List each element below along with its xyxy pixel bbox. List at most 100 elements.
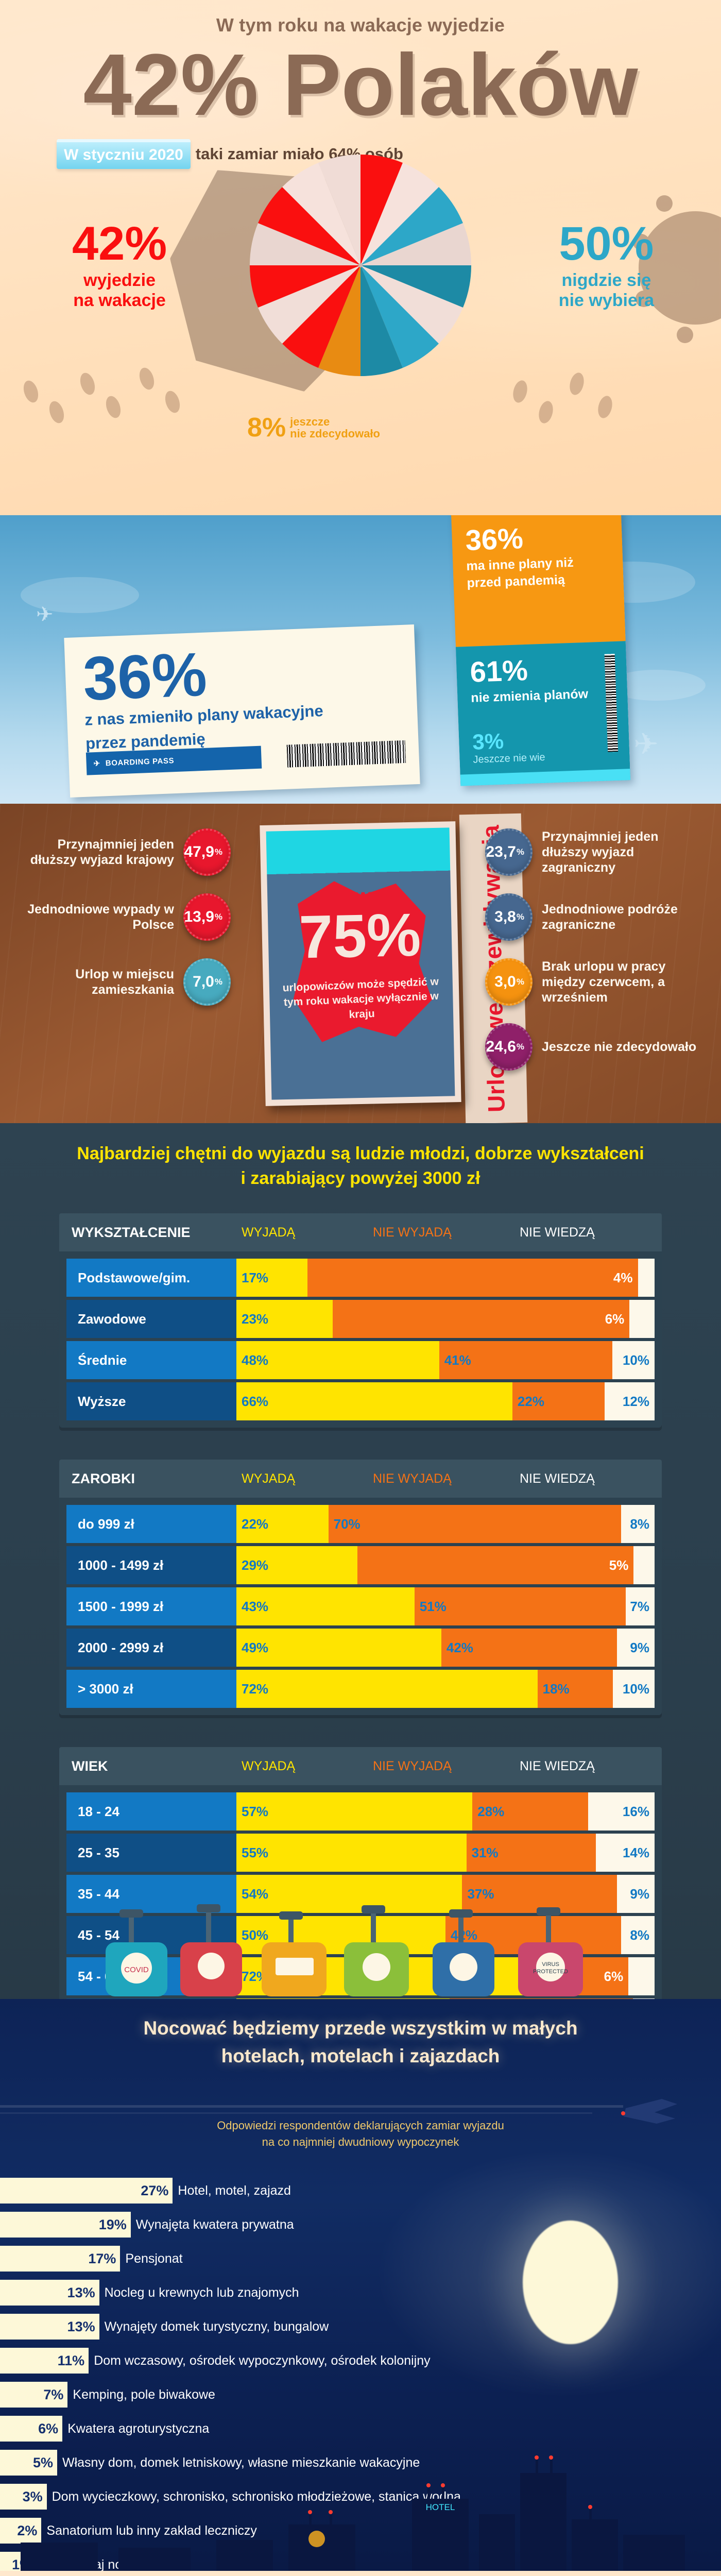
predictions-left-column: Przynajmniej jeden dłuższy wyjazd krajow… [14, 828, 231, 1023]
bar-yes: 72% [236, 1670, 538, 1708]
suitcases-decoration: COVID VIRUSPROTECTED [0, 1880, 721, 1999]
stat-undecided-label: jeszczenie zdecydowało [290, 416, 380, 439]
bar-yes: 66% [236, 1382, 512, 1420]
poland-map-book: Urlopowe przewidywania Nawet 75% urlopow… [242, 809, 479, 1118]
stat-leaving-label1: wyjedzie [72, 270, 167, 291]
prediction-row: 3,0%Brak urlopu w pracy między czerwcem,… [485, 958, 707, 1006]
column-header-no: NIE WYJADĄ [373, 1759, 520, 1774]
bar-dontknow: 9% [617, 1629, 655, 1667]
bar-dontknow [638, 1259, 655, 1297]
prediction-row: Urlop w miejscu zamieszkania7,0% [14, 958, 231, 1006]
table-group: WYKSZTAŁCENIEWYJADĄNIE WYJADĄNIE WIEDZĄP… [59, 1213, 662, 1428]
table-header: WIEKWYJADĄNIE WYJADĄNIE WIEDZĄ [59, 1747, 662, 1785]
table-row: Zawodowe23%6% [66, 1300, 655, 1338]
prediction-label: Urlop w miejscu zamieszkania [14, 967, 174, 997]
hero-section: W tym roku na wakacje wyjedzie 42% Polak… [0, 0, 721, 515]
table-category-title: WYKSZTAŁCENIE [72, 1225, 242, 1241]
accommodation-label: Dom wczasowy, ośrodek wypoczynkowy, ośro… [89, 2353, 431, 2368]
list-item: 27%Hotel, motel, zajazd [0, 2177, 566, 2205]
table-group: ZAROBKIWYJADĄNIE WYJADĄNIE WIEDZĄdo 999 … [59, 1460, 662, 1715]
accommodation-label: Hotel, motel, zajazd [173, 2183, 291, 2198]
stub-bottom-label: nie zmienia planów [471, 685, 614, 706]
beach-umbrella-icon [250, 155, 471, 376]
bar-yes: 57% [236, 1792, 472, 1831]
prediction-value-badge: 3,8% [485, 893, 533, 941]
row-label: > 3000 zł [66, 1670, 236, 1708]
accommodation-bar: 17% [0, 2246, 120, 2272]
bar-no: 51% [415, 1587, 626, 1625]
infographic-page: W tym roku na wakacje wyjedzie 42% Polak… [0, 0, 721, 2576]
table-category-title: WIEK [72, 1758, 242, 1774]
map-description: urlopowiczów może spędzić w tym roku wak… [276, 974, 447, 1025]
stub-top-label: ma inne plany niż przed pandemią [466, 553, 610, 591]
bar-dontknow: 10% [613, 1670, 655, 1708]
boarding-pass-label: BOARDING PASS [106, 756, 175, 768]
svg-text:VIRUS: VIRUS [542, 1961, 559, 1968]
accommodation-section: Nocować będziemy przede wszystkim w mały… [0, 1999, 721, 2571]
prediction-label: Jednodniowe podróże zagraniczne [542, 902, 707, 933]
list-item: 11%Dom wczasowy, ośrodek wypoczynkowy, o… [0, 2347, 566, 2375]
accommodation-label: Nocleg u krewnych lub znajomych [99, 2285, 299, 2300]
list-item: 13%Wynajęty domek turystyczny, bungalow [0, 2313, 566, 2341]
row-label: 1000 - 1499 zł [66, 1546, 236, 1584]
table-body: Podstawowe/gim.17%4%Zawodowe23%6%Średnie… [59, 1251, 662, 1428]
column-header-dontknow: NIE WIEDZĄ [520, 1759, 595, 1774]
table-row: Wyższe66%22%12% [66, 1382, 655, 1420]
bar-no: 22% [512, 1382, 605, 1420]
accommodation-bar: 13% [0, 2314, 99, 2340]
city-skyline-decoration: HOTEL [0, 2437, 721, 2571]
list-item: 17%Pensjonat [0, 2245, 566, 2273]
row-label: 25 - 35 [66, 1834, 236, 1872]
bar-dontknow: 12% [605, 1382, 655, 1420]
column-header-yes: WYJADĄ [242, 1759, 373, 1774]
bar-dontknow: 7% [626, 1587, 655, 1625]
column-header-dontknow: NIE WIEDZĄ [520, 1225, 595, 1240]
accommodation-label: Kemping, pole biwakowe [67, 2387, 215, 2402]
column-header-no: NIE WYJADĄ [373, 1471, 520, 1486]
svg-text:PROTECTED: PROTECTED [533, 1969, 568, 1975]
bar-no: 5% [357, 1546, 633, 1584]
accommodation-subtitle-line1: Odpowiedzi respondentów deklarujących za… [0, 2117, 721, 2134]
stub-unchanged-plans: 61% nie zmienia planów 3% Jeszcze nie wi… [456, 641, 630, 786]
stub-dontknow-percent: 3% [472, 726, 616, 753]
accommodation-label: Kwatera agroturystyczna [62, 2421, 209, 2436]
prediction-label: Brak urlopu w pracy między czerwcem, a w… [542, 959, 707, 1005]
prediction-row: Przynajmniej jeden dłuższy wyjazd krajow… [14, 828, 231, 876]
row-bars: 66%22%12% [236, 1382, 655, 1420]
row-label: 18 - 24 [66, 1792, 236, 1831]
prediction-value-badge: 23,7% [485, 828, 533, 876]
plane-icon: ✈ [93, 759, 100, 768]
svg-text:COVID: COVID [124, 1965, 149, 1974]
accommodation-bar: 13% [0, 2280, 99, 2306]
table-category-title: ZAROBKI [72, 1471, 242, 1487]
column-header-dontknow: NIE WIEDZĄ [520, 1471, 595, 1486]
sand-decoration [0, 2571, 721, 2576]
bar-yes: 29% [236, 1546, 357, 1584]
bar-no: 31% [467, 1834, 596, 1872]
table-row: Średnie48%41%10% [66, 1341, 655, 1379]
ticket-percent: 36% [82, 638, 400, 707]
stat-staying: 50% nigdzie się nie wybiera [559, 222, 654, 311]
row-bars: 72%18%10% [236, 1670, 655, 1708]
accommodation-label: Wynajęty domek turystyczny, bungalow [99, 2319, 329, 2334]
column-header-no: NIE WYJADĄ [373, 1225, 520, 1240]
airplane-icon: ✈ [633, 726, 659, 761]
stat-leaving-value: 42% [72, 222, 167, 266]
tables-heading-line1: Najbardziej chętni do wyjazdu są ludzie … [0, 1142, 721, 1166]
ice-chip-badge: W styczniu 2020 [57, 139, 191, 169]
accommodation-bar: 11% [0, 2348, 89, 2374]
row-label: do 999 zł [66, 1505, 236, 1543]
table-row: 2000 - 2999 zł49%42%9% [66, 1629, 655, 1667]
bar-no: 70% [329, 1505, 621, 1543]
prediction-row: 23,7%Przynajmniej jeden dłuższy wyjazd z… [485, 828, 707, 876]
predictions-right-column: 23,7%Przynajmniej jeden dłuższy wyjazd z… [485, 828, 707, 1088]
stat-leaving-label2: na wakacje [72, 291, 167, 311]
stub-top-percent: 36% [465, 521, 609, 555]
list-item: 7%Kemping, pole biwakowe [0, 2381, 566, 2409]
row-label: Wyższe [66, 1382, 236, 1420]
row-bars: 17%4% [236, 1259, 655, 1297]
hotel-sign: HOTEL [426, 2502, 455, 2512]
map-sheet: Nawet 75% urlopowiczów może spędzić w ty… [260, 821, 461, 1106]
bar-no: 42% [441, 1629, 617, 1667]
row-label: Średnie [66, 1341, 236, 1379]
